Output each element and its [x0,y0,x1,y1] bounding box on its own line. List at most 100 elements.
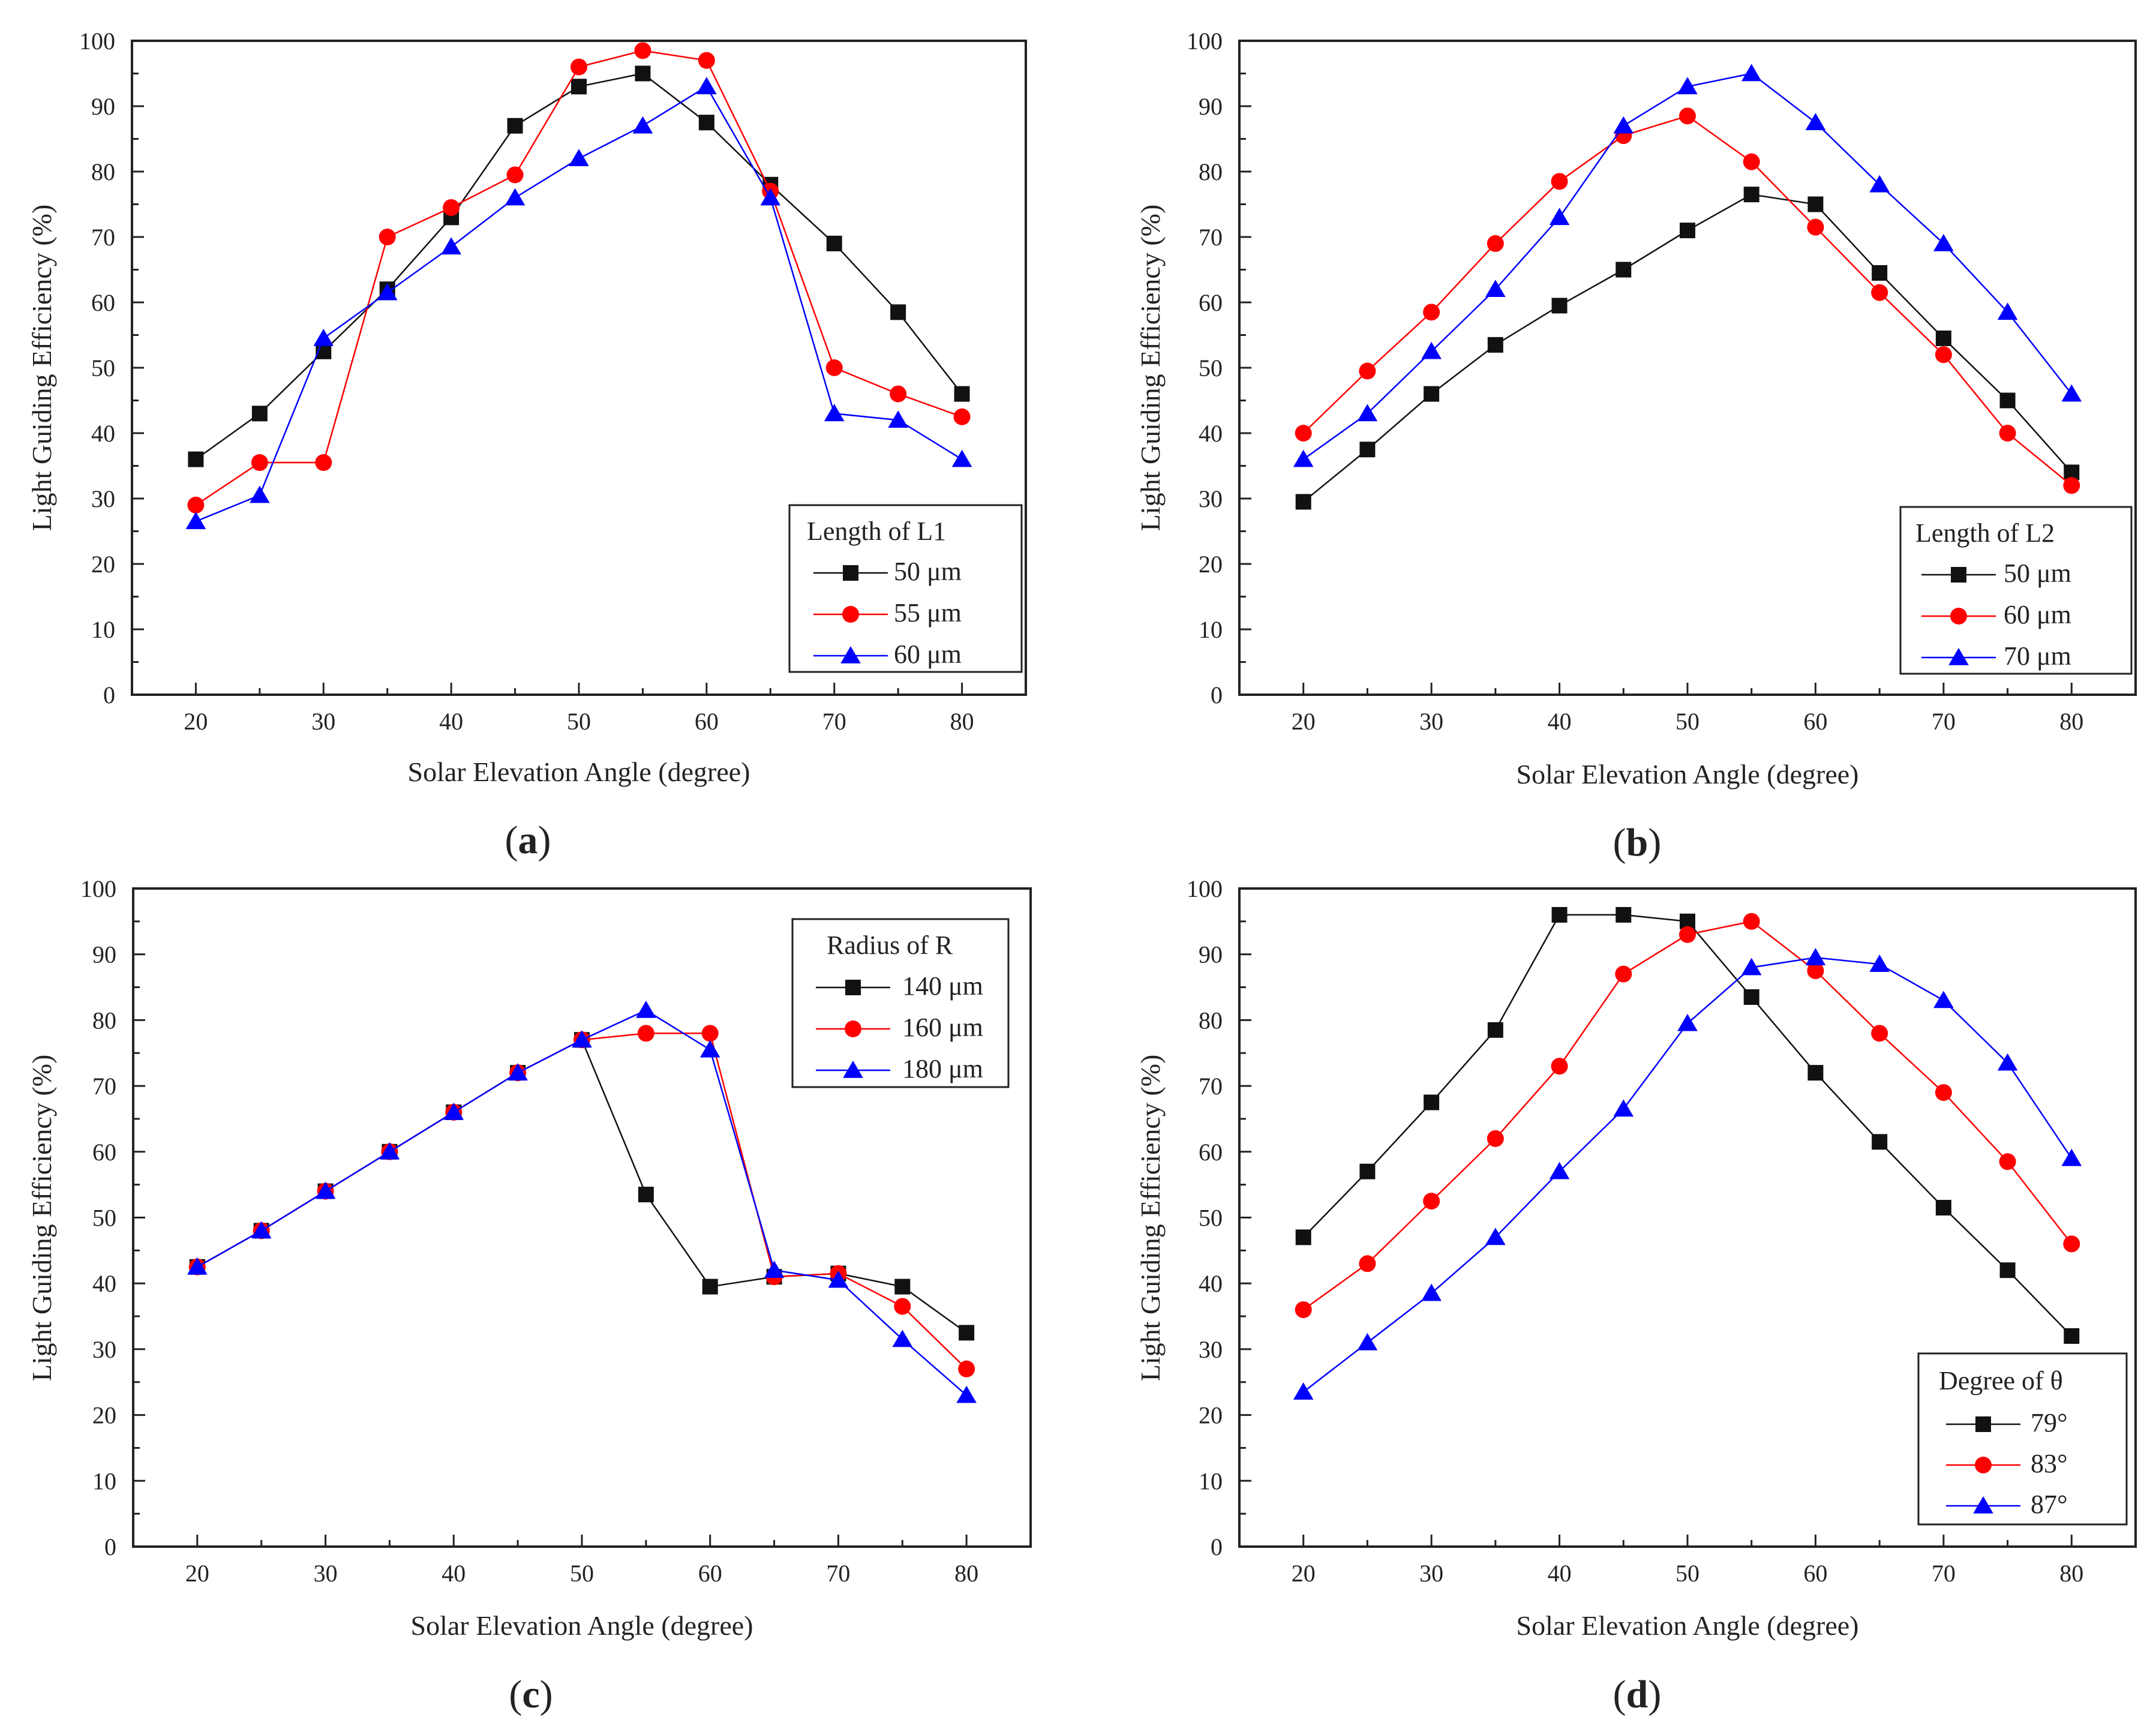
data-point [251,406,268,422]
series-line-1 [1302,914,2073,1337]
data-point [1805,113,1826,131]
y-tick-label: 80 [1199,1007,1223,1034]
y-tick-label: 70 [1199,224,1223,251]
x-tick-label: 30 [1419,1560,1443,1587]
data-point [828,1270,849,1288]
panel-label-a: (a) [505,818,551,862]
x-tick-label: 60 [1803,1560,1827,1587]
chart-panel-c: 20 30 40 50 60 70 80 0 10 20 30 40 50 60 70 80 90 100 Sol… [26,875,1032,1716]
x-tick-label: 70 [826,1560,850,1587]
x-tick-label: 20 [184,708,208,735]
data-point [1359,1163,1376,1179]
legend-entry-180um: 180 μm [902,1054,983,1083]
data-point [2063,1235,2080,1253]
x-tick-label: 40 [442,1560,466,1587]
data-point [443,1102,464,1120]
data-point [637,1025,654,1042]
x-tick-label: 80 [2059,708,2083,735]
x-axis-title: Solar Elevation Angle (degree) [1517,759,1859,790]
data-point [825,359,843,376]
data-point [1871,284,1888,301]
y-tick-label: 90 [92,941,116,968]
data-point [188,451,204,467]
data-point [1613,116,1634,134]
data-point [250,485,270,503]
data-point [1295,1301,1312,1319]
x-tick-label: 60 [1803,708,1827,735]
data-point [698,52,715,69]
series-line-1 [1302,193,2073,503]
data-point [760,188,781,206]
y-tick-label: 50 [1199,355,1223,382]
series-line-2 [1302,115,2073,487]
data-point [1741,64,1762,82]
data-point [1551,1058,1568,1075]
data-point [826,235,842,251]
data-point [1872,265,1888,281]
legend-title: Degree of θ [1939,1366,2063,1395]
legend-marker [845,980,861,995]
x-tick-label: 70 [1932,1560,1956,1587]
y-tick-label: 90 [91,93,115,120]
axes: 20 30 40 50 60 70 80 0 10 20 30 40 50 60 70 80 90 100 [1187,875,2137,1587]
data-point [251,454,268,472]
legend-marker [845,1020,861,1037]
x-tick-label: 80 [954,1560,978,1587]
data-point [505,188,526,206]
data-point [185,512,206,529]
data-point [1551,906,1568,923]
data-point [1997,1053,2018,1071]
data-point [1421,1283,1442,1301]
y-tick-label: 40 [91,420,115,447]
data-point [507,118,523,134]
data-point [1616,906,1632,923]
x-axis-title: Solar Elevation Angle (degree) [1517,1610,1859,1641]
data-point [508,1063,528,1080]
data-point [1679,926,1696,943]
data-point [1679,107,1696,125]
y-tick-label: 20 [1199,1402,1223,1429]
axes: 20 30 40 50 60 70 80 0 10 20 30 40 50 60 70 80 90 100 [79,28,1027,735]
data-point [1357,404,1378,422]
data-point [1423,1193,1440,1210]
data-point [959,1325,975,1341]
x-tick-label: 30 [311,708,335,735]
data-point [958,1360,975,1377]
data-point [892,1329,913,1347]
x-tick-label: 40 [1548,708,1572,735]
y-tick-label: 30 [1199,1336,1223,1363]
data-point [1999,392,2016,409]
legend-entry-83deg: 83° [2031,1449,2068,1478]
data-point [1487,1022,1503,1038]
data-point [1935,1084,1952,1101]
data-point [1549,1161,1570,1179]
legend-marker [1975,1457,1992,1473]
data-point [443,199,460,216]
legend: Degree of θ 79° 83° 87° [1917,1352,2128,1526]
data-point [894,1278,911,1295]
axes: 20 30 40 50 60 70 80 0 10 20 30 40 50 60 70 80 90 100 [80,875,1032,1587]
data-point [634,42,651,59]
legend-entry-60um: 60 μm [2004,600,2071,629]
data-point [1677,77,1698,95]
data-point [379,1142,400,1160]
legend: Length of L1 50 μm 55 μm 60 μm [788,504,1023,673]
data-point [1997,302,2018,320]
legend-marker [842,606,859,623]
data-point [1999,425,2016,442]
data-point [1872,1134,1888,1150]
y-axis-title: Light Guiding Efficiency (%) [26,1055,57,1382]
x-tick-label: 40 [439,708,463,735]
data-point [953,408,971,425]
y-tick-label: 0 [103,682,115,709]
data-point [1424,1094,1440,1110]
y-tick-label: 80 [92,1007,116,1034]
y-tick-label: 30 [92,1336,116,1363]
data-point [1743,153,1760,170]
series-layer [187,1000,977,1403]
y-tick-label: 60 [92,1139,116,1166]
data-point [702,1278,718,1295]
data-point [1999,1262,2016,1278]
data-point [1295,494,1311,510]
